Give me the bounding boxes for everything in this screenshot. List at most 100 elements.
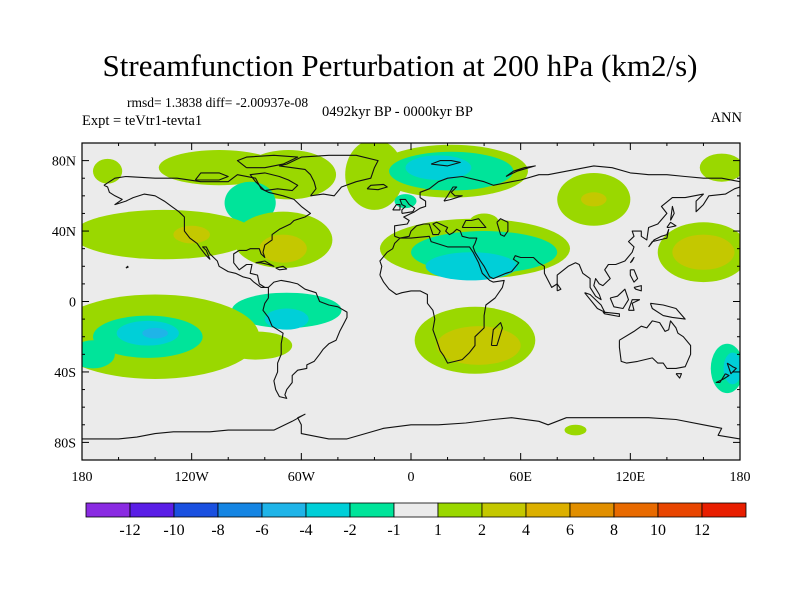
sakhalin-coastline <box>669 205 675 221</box>
colorbar-label: -12 <box>119 522 140 539</box>
lon-tick-label: 120W <box>175 470 210 485</box>
sulawesi-coastline <box>627 299 641 311</box>
philippines-coastline <box>629 269 639 283</box>
great-britain-coastline <box>399 198 416 214</box>
colorbar-label: 1 <box>434 522 442 539</box>
colorbar-label: 2 <box>478 522 486 539</box>
svalbard-coastline <box>430 160 461 167</box>
lon-tick-label: 0 <box>408 470 415 485</box>
lon-tick-label: 180 <box>730 470 751 485</box>
mindanao-coastline <box>633 285 642 292</box>
lat-tick-label: 80N <box>52 155 76 170</box>
new-guinea-coastline <box>649 302 686 320</box>
new-zealand-south-coastline <box>715 373 730 384</box>
novaya-zemlya-coastline <box>505 165 536 177</box>
colorbar-segment <box>393 502 439 518</box>
lon-tick-label: 180 <box>72 470 93 485</box>
black-sea-coastline <box>461 218 487 229</box>
lat-tick-label: 0 <box>69 296 76 311</box>
colorbar-segment <box>305 502 351 518</box>
victoria-coastline <box>194 172 229 181</box>
colorbar-segment <box>613 502 659 518</box>
colorbar-segment <box>173 502 219 518</box>
rmsd-diff-text: rmsd= 1.3838 diff= -2.00937e-08 <box>127 95 309 110</box>
borneo-coastline <box>609 288 630 310</box>
lat-tick-label: 80S <box>54 436 76 451</box>
colorbar-segment <box>129 502 175 518</box>
negative-anomaly-region <box>142 327 168 339</box>
period-label: 0492kyr BP - 0000kyr BP <box>322 104 473 120</box>
colorbar-label: 12 <box>694 522 710 539</box>
madagascar-coastline <box>490 322 503 347</box>
negative-anomaly-region <box>224 181 276 225</box>
lon-tick-label: 60W <box>288 470 316 485</box>
australia-coastline <box>618 320 692 369</box>
sri-lanka-coastline <box>556 283 562 292</box>
eurasia-coastline <box>394 165 740 301</box>
coastlines <box>82 154 740 440</box>
south-america-coastline <box>262 279 348 399</box>
africa-coastline <box>379 235 505 364</box>
colorbar-segment <box>569 502 615 518</box>
tasmania-coastline <box>675 373 683 379</box>
colorbar-segment <box>525 502 571 518</box>
colorbar-label: -4 <box>299 522 312 539</box>
colorbar-label: -8 <box>211 522 224 539</box>
colorbar-label: -2 <box>343 522 356 539</box>
positive-anomaly-region <box>92 158 123 184</box>
positive-anomaly-region <box>436 326 521 365</box>
caspian-coastline <box>496 218 509 237</box>
java-coastline <box>602 311 620 318</box>
chart-title: Streamfunction Perturbation at 200 hPa (… <box>102 48 698 83</box>
colorbar-segment <box>481 502 527 518</box>
colorbar-label: 10 <box>650 522 666 539</box>
lat-tick-label: 40S <box>54 366 76 381</box>
experiment-label: Expt = teVtr1-tevta1 <box>82 113 203 129</box>
sumatra-coastline <box>584 292 606 313</box>
positive-anomaly-region <box>259 234 307 263</box>
positive-anomaly-region <box>699 153 740 182</box>
colorbar-label: -6 <box>255 522 268 539</box>
colorbar-label: 4 <box>522 522 530 539</box>
cuba-coastline <box>255 260 275 267</box>
japan-coastline <box>648 228 670 248</box>
hispaniola-coastline <box>275 265 288 271</box>
colorbar-segment <box>437 502 483 518</box>
positive-anomaly-region <box>173 225 210 244</box>
colorbar-label: 6 <box>566 522 574 539</box>
taiwan-coastline <box>629 256 635 264</box>
colorbar-segment <box>657 502 703 518</box>
lon-tick-label: 60E <box>509 470 532 485</box>
north-america-coastline <box>103 174 312 288</box>
negative-anomaly-region <box>723 352 740 385</box>
ellesmere-coastline <box>236 154 299 169</box>
antarctica-coastline <box>82 413 740 440</box>
positive-anomaly-region <box>469 213 499 232</box>
new-zealand-north-coastline <box>726 362 737 375</box>
colorbar-label: 8 <box>610 522 618 539</box>
iceland-coastline <box>366 183 388 191</box>
scandinavia-gulf-coastline <box>443 186 463 202</box>
colorbar-segment <box>261 502 307 518</box>
lat-tick-label: 40N <box>52 225 76 240</box>
positive-anomaly-region <box>672 234 735 270</box>
ireland-coastline <box>392 204 401 211</box>
colorbar-segment <box>217 502 263 518</box>
baffin-coastline <box>249 172 299 192</box>
colorbar-segment <box>701 502 747 518</box>
positive-anomaly-region <box>580 192 607 207</box>
positive-anomaly-region <box>82 209 256 260</box>
colorbar-label: -1 <box>387 522 400 539</box>
colorbar: -12 -10 -8 -6 -4 -2 -1 1 2 4 6 8 10 12 <box>85 502 747 539</box>
axis-ticks: 80N 40N 0 40S 80S 180 120W 60W 0 60E 120E 180 <box>52 143 751 485</box>
colorbar-segment <box>349 502 395 518</box>
negative-anomaly-region <box>82 340 115 369</box>
negative-anomaly-region <box>264 308 309 330</box>
greenland-coastline <box>278 154 379 197</box>
hokkaido-coastline <box>666 221 677 229</box>
positive-anomaly-region <box>564 424 587 436</box>
negative-anomaly-region <box>425 252 518 281</box>
season-label: ANN <box>710 110 742 126</box>
hawaii-coastline <box>125 265 129 269</box>
